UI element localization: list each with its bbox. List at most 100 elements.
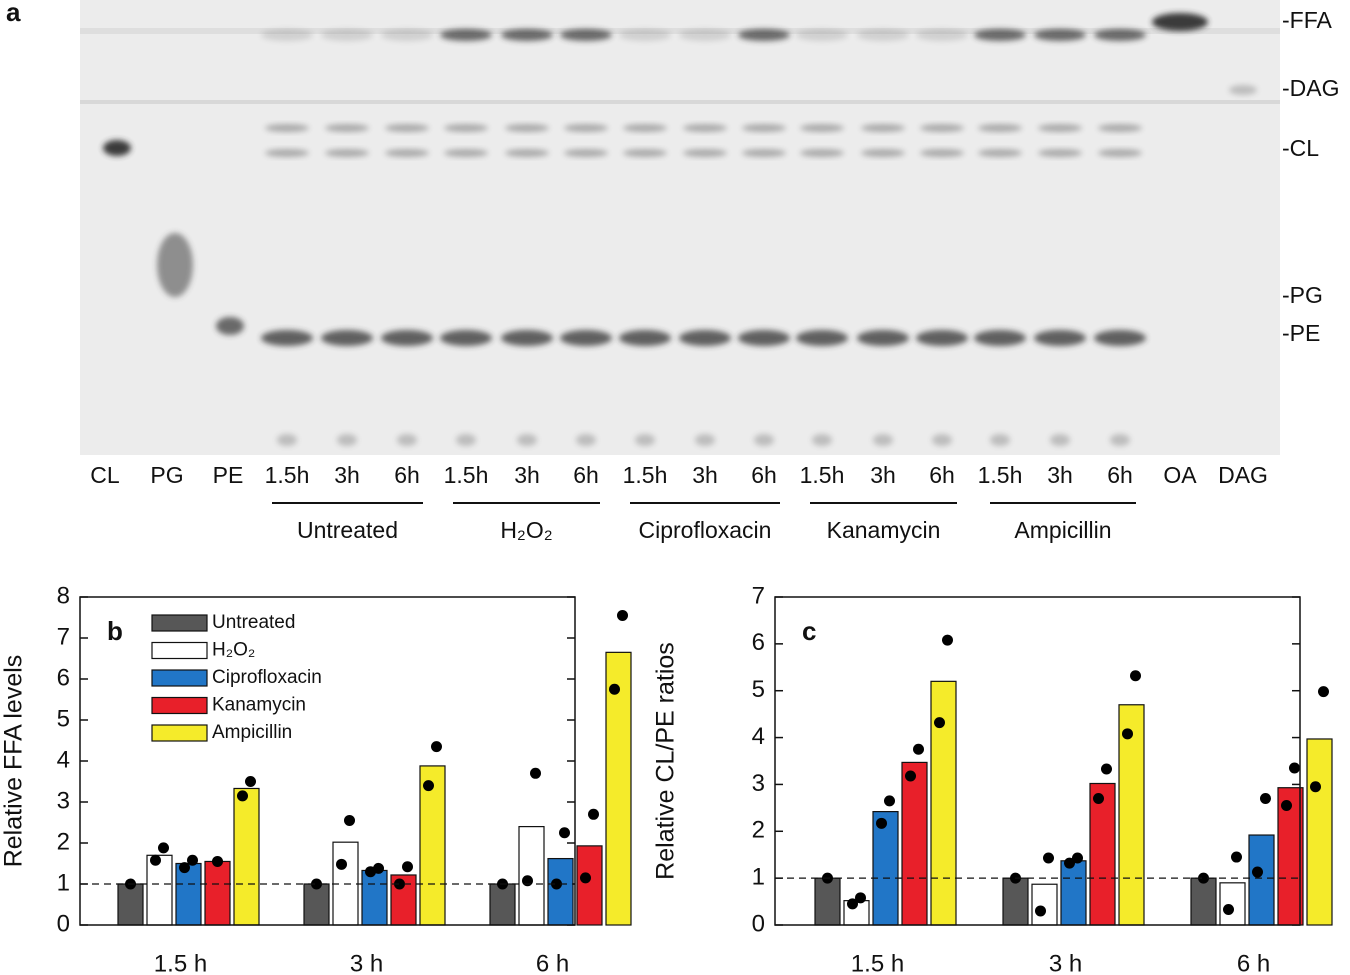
gel-band [1050, 434, 1070, 446]
replicate-point [934, 717, 945, 729]
lane-label: PG [150, 462, 183, 488]
y-tick-label: 0 [57, 910, 70, 937]
bar [1031, 883, 1058, 926]
gel-band [978, 149, 1022, 157]
gel-band [564, 124, 608, 132]
gel-band [444, 124, 488, 132]
replicate-point [394, 878, 405, 890]
replicate-point [1281, 800, 1292, 812]
lane-label: 1.5h [623, 462, 668, 488]
gel-band [738, 29, 790, 41]
replicate-point [559, 827, 570, 839]
replicate-point [245, 776, 256, 787]
gel-band [873, 434, 893, 446]
replicate-point [158, 842, 169, 854]
gel-band [800, 124, 844, 132]
y-tick-label: 5 [57, 705, 70, 732]
lane-label: 6h [394, 462, 420, 488]
y-tick-label: 1 [752, 863, 765, 890]
gel-band [385, 124, 429, 132]
y-tick-label: 4 [57, 746, 70, 773]
replicate-point [344, 814, 355, 826]
lane-label: 6h [751, 462, 777, 488]
replicate-point [1130, 670, 1141, 682]
band-label: -CL [1282, 135, 1319, 161]
gel-band [974, 29, 1026, 41]
lane-label: 1.5h [978, 462, 1023, 488]
bar [1248, 834, 1275, 926]
gel-band [261, 29, 313, 41]
replicate-point [1223, 904, 1234, 916]
x-tick-label: 6 h [1237, 950, 1270, 975]
lane-label: PE [213, 462, 244, 488]
gel-band [920, 124, 964, 132]
gel-band [742, 124, 786, 132]
replicate-point [855, 892, 866, 904]
gel-band [216, 317, 244, 335]
gel-band [978, 124, 1022, 132]
gel-band [1094, 330, 1146, 346]
replicate-point [1310, 781, 1321, 793]
y-tick-label: 7 [57, 623, 70, 650]
y-tick-label: 6 [752, 629, 765, 656]
gel-band [679, 29, 731, 41]
legend-label: H₂O₂ [212, 640, 255, 661]
y-tick-label: 3 [57, 787, 70, 814]
replicate-point [431, 741, 442, 753]
gel-band [695, 434, 715, 446]
x-tick-label: 6 h [536, 950, 569, 975]
plot-frame [774, 596, 1301, 926]
legend-label: Kanamycin [212, 695, 306, 716]
gel-band [321, 330, 373, 346]
bar [1306, 738, 1333, 926]
bar [518, 825, 545, 926]
bar [1060, 860, 1087, 926]
y-tick-label: 5 [752, 676, 765, 703]
replicate-point [884, 795, 895, 807]
lane-label: OA [1163, 462, 1197, 488]
replicate-point [365, 866, 376, 878]
bar [930, 680, 957, 926]
gel-band [505, 124, 549, 132]
y-tick-label: 6 [57, 664, 70, 691]
y-tick-label: 1 [57, 869, 70, 896]
gel-band [385, 149, 429, 157]
gel-band [1038, 124, 1082, 132]
lane-label: 1.5h [265, 462, 310, 488]
gel-front [80, 100, 1280, 104]
replicate-point [187, 854, 198, 866]
bar [576, 845, 603, 926]
replicate-point [1043, 852, 1054, 864]
gel-band [857, 29, 909, 41]
replicate-point [1252, 866, 1263, 878]
band-label: -DAG [1282, 75, 1340, 101]
gel-band [635, 434, 655, 446]
replicate-point [876, 817, 887, 829]
replicate-point [905, 770, 916, 782]
gel-band [456, 434, 476, 446]
y-tick-label: 2 [752, 817, 765, 844]
y-axis-label: Relative CL/PE ratios [652, 642, 680, 880]
gel-band [800, 149, 844, 157]
gel-band [619, 330, 671, 346]
lane-label: 1.5h [444, 462, 489, 488]
gel-band [157, 233, 193, 297]
group-label: H₂O₂ [500, 517, 552, 543]
legend-swatch [151, 614, 208, 632]
y-tick-label: 3 [752, 770, 765, 797]
bar [605, 651, 632, 926]
gel-band [738, 330, 790, 346]
replicate-point [311, 878, 322, 890]
gel-band [679, 330, 731, 346]
gel-band [265, 124, 309, 132]
lane-label: 6h [929, 462, 955, 488]
gel-band [325, 124, 369, 132]
gel-band [337, 434, 357, 446]
bar [175, 862, 202, 926]
gel-front [80, 28, 1280, 34]
lane-label: 3h [692, 462, 718, 488]
gel-band [261, 330, 313, 346]
gel-band [381, 330, 433, 346]
x-tick-label: 1.5 h [851, 950, 904, 975]
replicate-point [588, 808, 599, 820]
